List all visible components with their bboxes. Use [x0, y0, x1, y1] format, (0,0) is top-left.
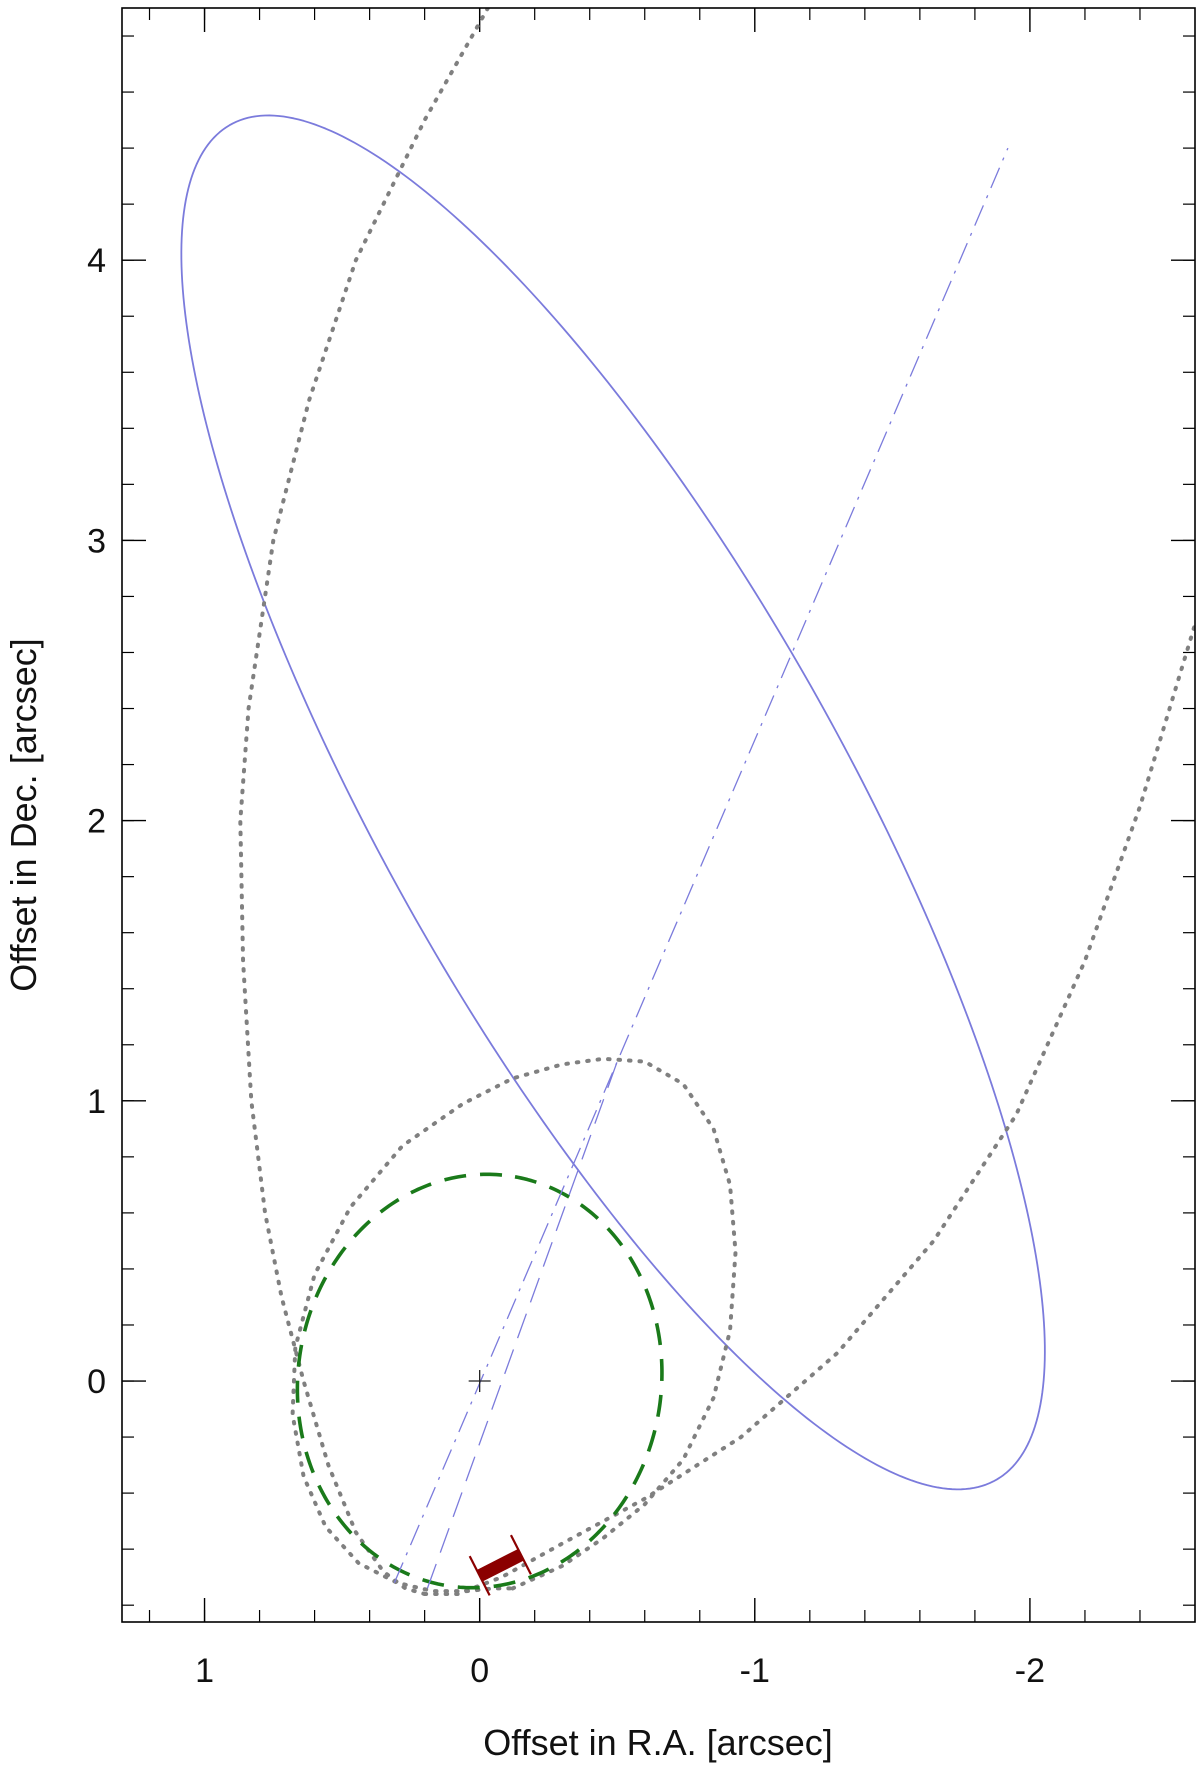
axis-line-longdash [426, 1061, 618, 1589]
y-tick-label: 1 [87, 1083, 106, 1121]
x-tick-label: 0 [470, 1652, 489, 1690]
arc-segment-end-cap [509, 1534, 532, 1575]
series-layer [180, 8, 1195, 1596]
y-tick-label: 0 [87, 1363, 106, 1401]
orbit-ellipse-dashed [295, 1172, 664, 1590]
periastron-arc-segment [476, 1548, 524, 1582]
orbit-ellipse-solid [180, 114, 1046, 1491]
y-tick-label: 3 [87, 522, 106, 560]
dotted-curve-inner-loop [290, 1056, 738, 1594]
major-ticks [122, 8, 1195, 1622]
y-axis-title: Offset in Dec. [arcsec] [3, 638, 44, 991]
x-tick-label: -2 [1015, 1652, 1045, 1690]
y-tick-label: 2 [87, 803, 106, 841]
dotted-curve-outer-arc [422, 622, 1195, 1596]
axis-line-dashdot [393, 147, 1009, 1584]
arc-segment-end-cap [468, 1555, 491, 1596]
x-tick-label: 1 [195, 1652, 214, 1690]
x-tick-labels: 1 0 -1 -2 [195, 1652, 1045, 1690]
y-tick-labels: 0 1 2 3 4 [87, 242, 106, 1401]
y-tick-label: 4 [87, 242, 106, 280]
x-tick-label: -1 [740, 1652, 770, 1690]
plot-frame [121, 7, 1196, 1623]
x-axis-title: Offset in R.A. [arcsec] [483, 1722, 832, 1763]
